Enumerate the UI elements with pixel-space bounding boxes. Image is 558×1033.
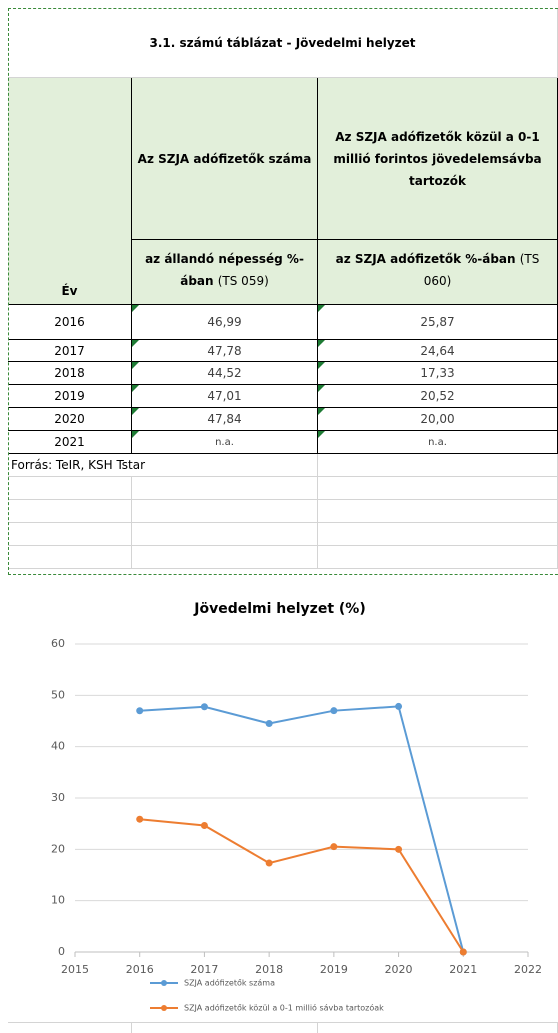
header-cell: Az SZJA adófizetők száma xyxy=(132,78,318,240)
empty-cell xyxy=(132,523,318,546)
y-tick-label: 30 xyxy=(51,791,65,804)
subheader-cell: az állandó népesség %-ában (TS 059) xyxy=(132,240,318,305)
x-tick-label: 2020 xyxy=(385,963,413,976)
data-cell: 2016 xyxy=(8,305,132,340)
legend-swatch-dot xyxy=(161,980,167,986)
legend-swatch-dot xyxy=(161,1005,167,1011)
x-tick-label: 2019 xyxy=(320,963,348,976)
subheader-cell: az SZJA adófizetők %-ában (TS 060) xyxy=(318,240,558,305)
y-tick-label: 0 xyxy=(58,945,65,958)
legend-label: SZJA adófizetők közül a 0-1 millió sávba… xyxy=(184,1003,384,1013)
data-point xyxy=(459,948,467,956)
chart-title: Jövedelmi helyzet (%) xyxy=(193,601,365,617)
data-cell: n.a. xyxy=(132,431,318,454)
empty-cell xyxy=(132,546,318,569)
y-tick-label: 20 xyxy=(51,842,65,855)
x-tick-label: 2016 xyxy=(126,963,154,976)
data-cell: 2018 xyxy=(8,362,132,385)
header-cell: Év xyxy=(8,78,132,305)
source: Forrás: TeIR, KSH Tstar xyxy=(8,454,318,477)
empty-cell xyxy=(132,500,318,523)
data-point xyxy=(200,822,208,830)
y-tick-label: 10 xyxy=(51,894,65,907)
data-point xyxy=(136,707,144,715)
x-tick-label: 2018 xyxy=(255,963,283,976)
data-point xyxy=(136,815,144,823)
header-cell: Az SZJA adófizetők közül a 0-1 millió fo… xyxy=(318,78,558,240)
empty-cell xyxy=(132,1022,318,1033)
data-cell: 47,84 xyxy=(132,408,318,431)
series-line xyxy=(139,705,465,953)
data-cell: 2017 xyxy=(8,340,132,362)
empty-cell xyxy=(132,477,318,500)
subheader-text: az állandó népesség %-ában xyxy=(145,252,304,288)
empty-cell xyxy=(8,523,132,546)
data-cell: 44,52 xyxy=(132,362,318,385)
data-point xyxy=(395,845,403,853)
data-cell: 47,01 xyxy=(132,385,318,408)
data-point xyxy=(265,859,273,867)
subheader-text: az SZJA adófizetők %-ában xyxy=(335,252,516,266)
data-point xyxy=(200,703,208,711)
x-tick-label: 2017 xyxy=(190,963,218,976)
data-point xyxy=(395,702,403,710)
data-point xyxy=(330,843,338,851)
y-tick-label: 50 xyxy=(51,688,65,701)
subheader-code: (TS 059) xyxy=(217,274,269,288)
data-cell: 2019 xyxy=(8,385,132,408)
data-cell: 2021 xyxy=(8,431,132,454)
data-cell: 2020 xyxy=(8,408,132,431)
series-line xyxy=(139,818,465,953)
x-tick-label: 2022 xyxy=(514,963,542,976)
y-tick-label: 60 xyxy=(51,637,65,650)
data-point xyxy=(265,719,273,727)
subheader-code: (TS 060) xyxy=(423,252,540,288)
empty-cell xyxy=(8,500,132,523)
y-tick-label: 40 xyxy=(51,740,65,753)
data-cell: 46,99 xyxy=(132,305,318,340)
legend-label: SZJA adófizetők száma xyxy=(184,978,275,988)
data-cell: 47,78 xyxy=(132,340,318,362)
empty-cell xyxy=(8,1022,132,1033)
empty-cell xyxy=(8,477,132,500)
empty-cell xyxy=(8,546,132,569)
x-tick-label: 2021 xyxy=(449,963,477,976)
data-point xyxy=(330,707,338,715)
x-tick-label: 2015 xyxy=(61,963,89,976)
